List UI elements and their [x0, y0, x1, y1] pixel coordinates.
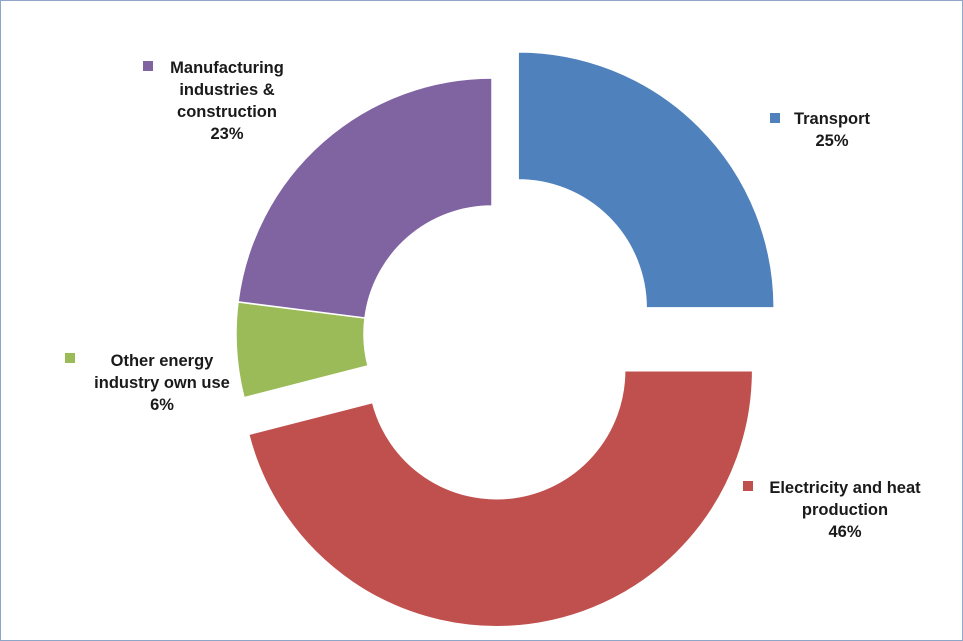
- label-percent-other_energy: 6%: [150, 396, 174, 414]
- label-percent-manufacturing: 23%: [210, 125, 243, 143]
- slice-transport: [517, 51, 775, 309]
- label-percent-electricity: 46%: [828, 523, 861, 541]
- slices-layer: [235, 51, 775, 628]
- label-text-other_energy: industry own use: [94, 374, 230, 392]
- label-text-other_energy: Other energy: [111, 352, 215, 370]
- data-label-other_energy: Other energy industry own use 6%: [65, 352, 230, 414]
- label-percent-transport: 25%: [815, 132, 848, 150]
- label-text-transport: Transport: [794, 110, 871, 128]
- data-label-transport: Transport 25%: [770, 110, 871, 150]
- label-marker-electricity: [743, 481, 753, 491]
- label-text-electricity: production: [802, 501, 888, 519]
- label-marker-other_energy: [65, 353, 75, 363]
- label-text-manufacturing: construction: [177, 103, 277, 121]
- label-text-electricity: Electricity and heat: [769, 479, 921, 497]
- data-label-electricity: Electricity and heat production 46%: [743, 479, 921, 541]
- slice-manufacturing: [237, 77, 493, 319]
- data-label-manufacturing: Manufacturing industries & construction 23%: [143, 59, 284, 143]
- label-marker-transport: [770, 113, 780, 123]
- slice-electricity: [247, 369, 754, 628]
- label-text-manufacturing: industries &: [179, 81, 274, 99]
- label-text-manufacturing: Manufacturing: [170, 59, 284, 77]
- label-marker-manufacturing: [143, 61, 153, 71]
- labels-layer: Transport 25% Electricity and heat producti…: [65, 59, 921, 541]
